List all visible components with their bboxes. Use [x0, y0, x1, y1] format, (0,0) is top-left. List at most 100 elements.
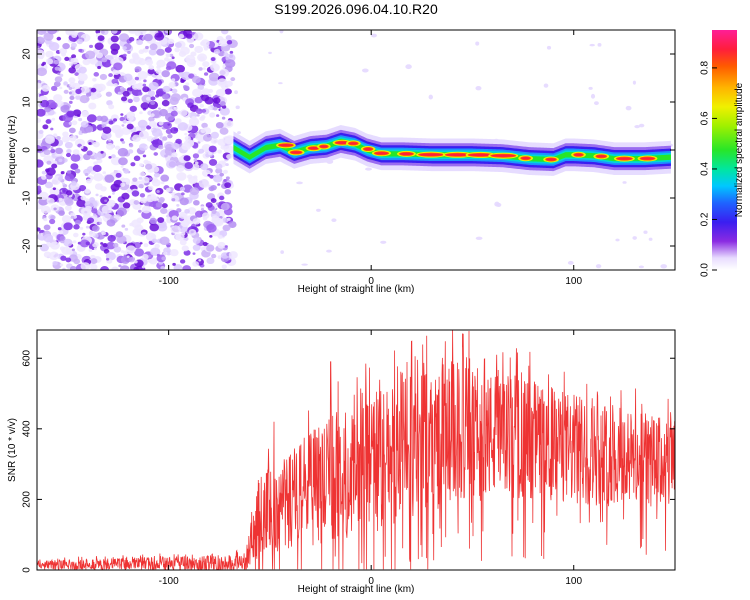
noise-speckle [79, 94, 90, 104]
snr-series-line [37, 330, 675, 570]
noise-speckle [103, 249, 110, 254]
noise-speckle [171, 215, 178, 221]
noise-speckle [225, 176, 230, 180]
noise-speckle [43, 217, 48, 222]
snr-ylabel: SNR (10 * v/v) [7, 418, 18, 482]
ridge-hotspot [419, 153, 444, 156]
noise-speckle [94, 183, 103, 190]
noise-speckle [63, 81, 68, 86]
noise-speckle [100, 266, 109, 270]
noise-speckle [38, 129, 44, 135]
noise-speckle [156, 253, 161, 257]
noise-speckle [43, 233, 54, 243]
colorbar: 0.0 0.2 0.4 0.6 0.8 Normalized spectral ampl… [700, 30, 745, 277]
noise-speckle [638, 265, 645, 269]
noise-speckle [184, 208, 190, 214]
noise-speckle [127, 149, 134, 154]
noise-speckle [60, 255, 67, 261]
colorbar-tick-label: 0.6 [700, 111, 711, 125]
noise-speckle [133, 96, 140, 103]
noise-speckle [173, 106, 178, 111]
noise-speckle [160, 181, 165, 185]
noise-speckle [53, 133, 58, 137]
noise-speckle [175, 138, 182, 145]
noise-speckle [625, 105, 632, 111]
noise-speckle [216, 114, 220, 117]
noise-speckle [192, 143, 199, 149]
noise-speckle [166, 159, 177, 169]
noise-speckle [78, 66, 87, 74]
noise-speckle [37, 82, 42, 89]
noise-speckle [92, 141, 100, 148]
noise-speckle [567, 260, 574, 265]
noise-speckle [37, 67, 48, 77]
noise-speckle [164, 57, 170, 62]
noise-speckle [151, 238, 158, 244]
noise-speckle [221, 30, 229, 35]
noise-speckle [80, 146, 84, 149]
noise-speckle [128, 257, 135, 263]
noise-speckle [224, 182, 232, 189]
noise-speckle [184, 132, 188, 136]
noise-speckle [64, 56, 70, 61]
noise-speckle [224, 135, 235, 144]
ridge-hotspot [400, 152, 413, 156]
noise-speckle [137, 119, 148, 128]
noise-speckle [68, 67, 76, 74]
noise-speckle [99, 73, 108, 80]
noise-speckle [42, 61, 46, 65]
colorbar-tick-label: 0.0 [700, 263, 711, 277]
noise-speckle [54, 76, 63, 83]
noise-speckle [167, 133, 173, 139]
noise-speckle [165, 187, 171, 192]
noise-speckle [85, 92, 92, 97]
noise-speckle [216, 202, 219, 205]
noise-speckle [203, 47, 208, 51]
noise-speckle [183, 85, 190, 91]
ridge-hotspot [348, 142, 358, 145]
noise-speckle [106, 81, 112, 87]
noise-speckle [150, 247, 161, 256]
noise-speckle [141, 253, 149, 260]
noise-speckle [153, 152, 159, 156]
noise-speckle [73, 258, 81, 265]
noise-speckle [88, 142, 92, 145]
noise-speckle [166, 61, 177, 70]
noise-speckle [126, 123, 134, 130]
snr-axes: -100 0 100 0 200 400 600 [22, 330, 675, 587]
noise-speckle [110, 35, 119, 43]
noise-speckle [171, 88, 178, 94]
noise-speckle [156, 48, 165, 56]
noise-speckle [122, 120, 127, 124]
noise-speckle [99, 195, 103, 198]
noise-speckle [72, 240, 77, 244]
noise-speckle [622, 181, 627, 184]
noise-speckle [219, 172, 225, 177]
noise-speckle [123, 169, 129, 174]
noise-speckle [116, 207, 128, 217]
spec-ytick-label: 10 [22, 96, 33, 108]
noise-speckle [94, 42, 104, 51]
noise-speckle [206, 223, 217, 233]
noise-speckle [167, 123, 171, 126]
noise-speckle [215, 88, 226, 97]
noise-speckle [209, 235, 213, 238]
noise-speckle [120, 177, 125, 182]
noise-speckle [59, 235, 66, 241]
noise-speckle [147, 68, 155, 75]
noise-speckle [202, 241, 208, 247]
noise-speckle [159, 108, 168, 117]
noise-speckle [92, 77, 97, 82]
ridge-hotspot [363, 147, 373, 151]
noise-speckle [181, 192, 185, 196]
noise-speckle [95, 30, 101, 34]
noise-speckle [50, 148, 56, 154]
noise-speckle [108, 104, 115, 110]
noise-speckle [164, 154, 168, 158]
noise-speckle [475, 236, 483, 240]
noise-speckle [113, 246, 122, 253]
noise-speckle [218, 38, 229, 47]
noise-speckle [93, 247, 98, 251]
ridge-hotspot [521, 156, 531, 160]
